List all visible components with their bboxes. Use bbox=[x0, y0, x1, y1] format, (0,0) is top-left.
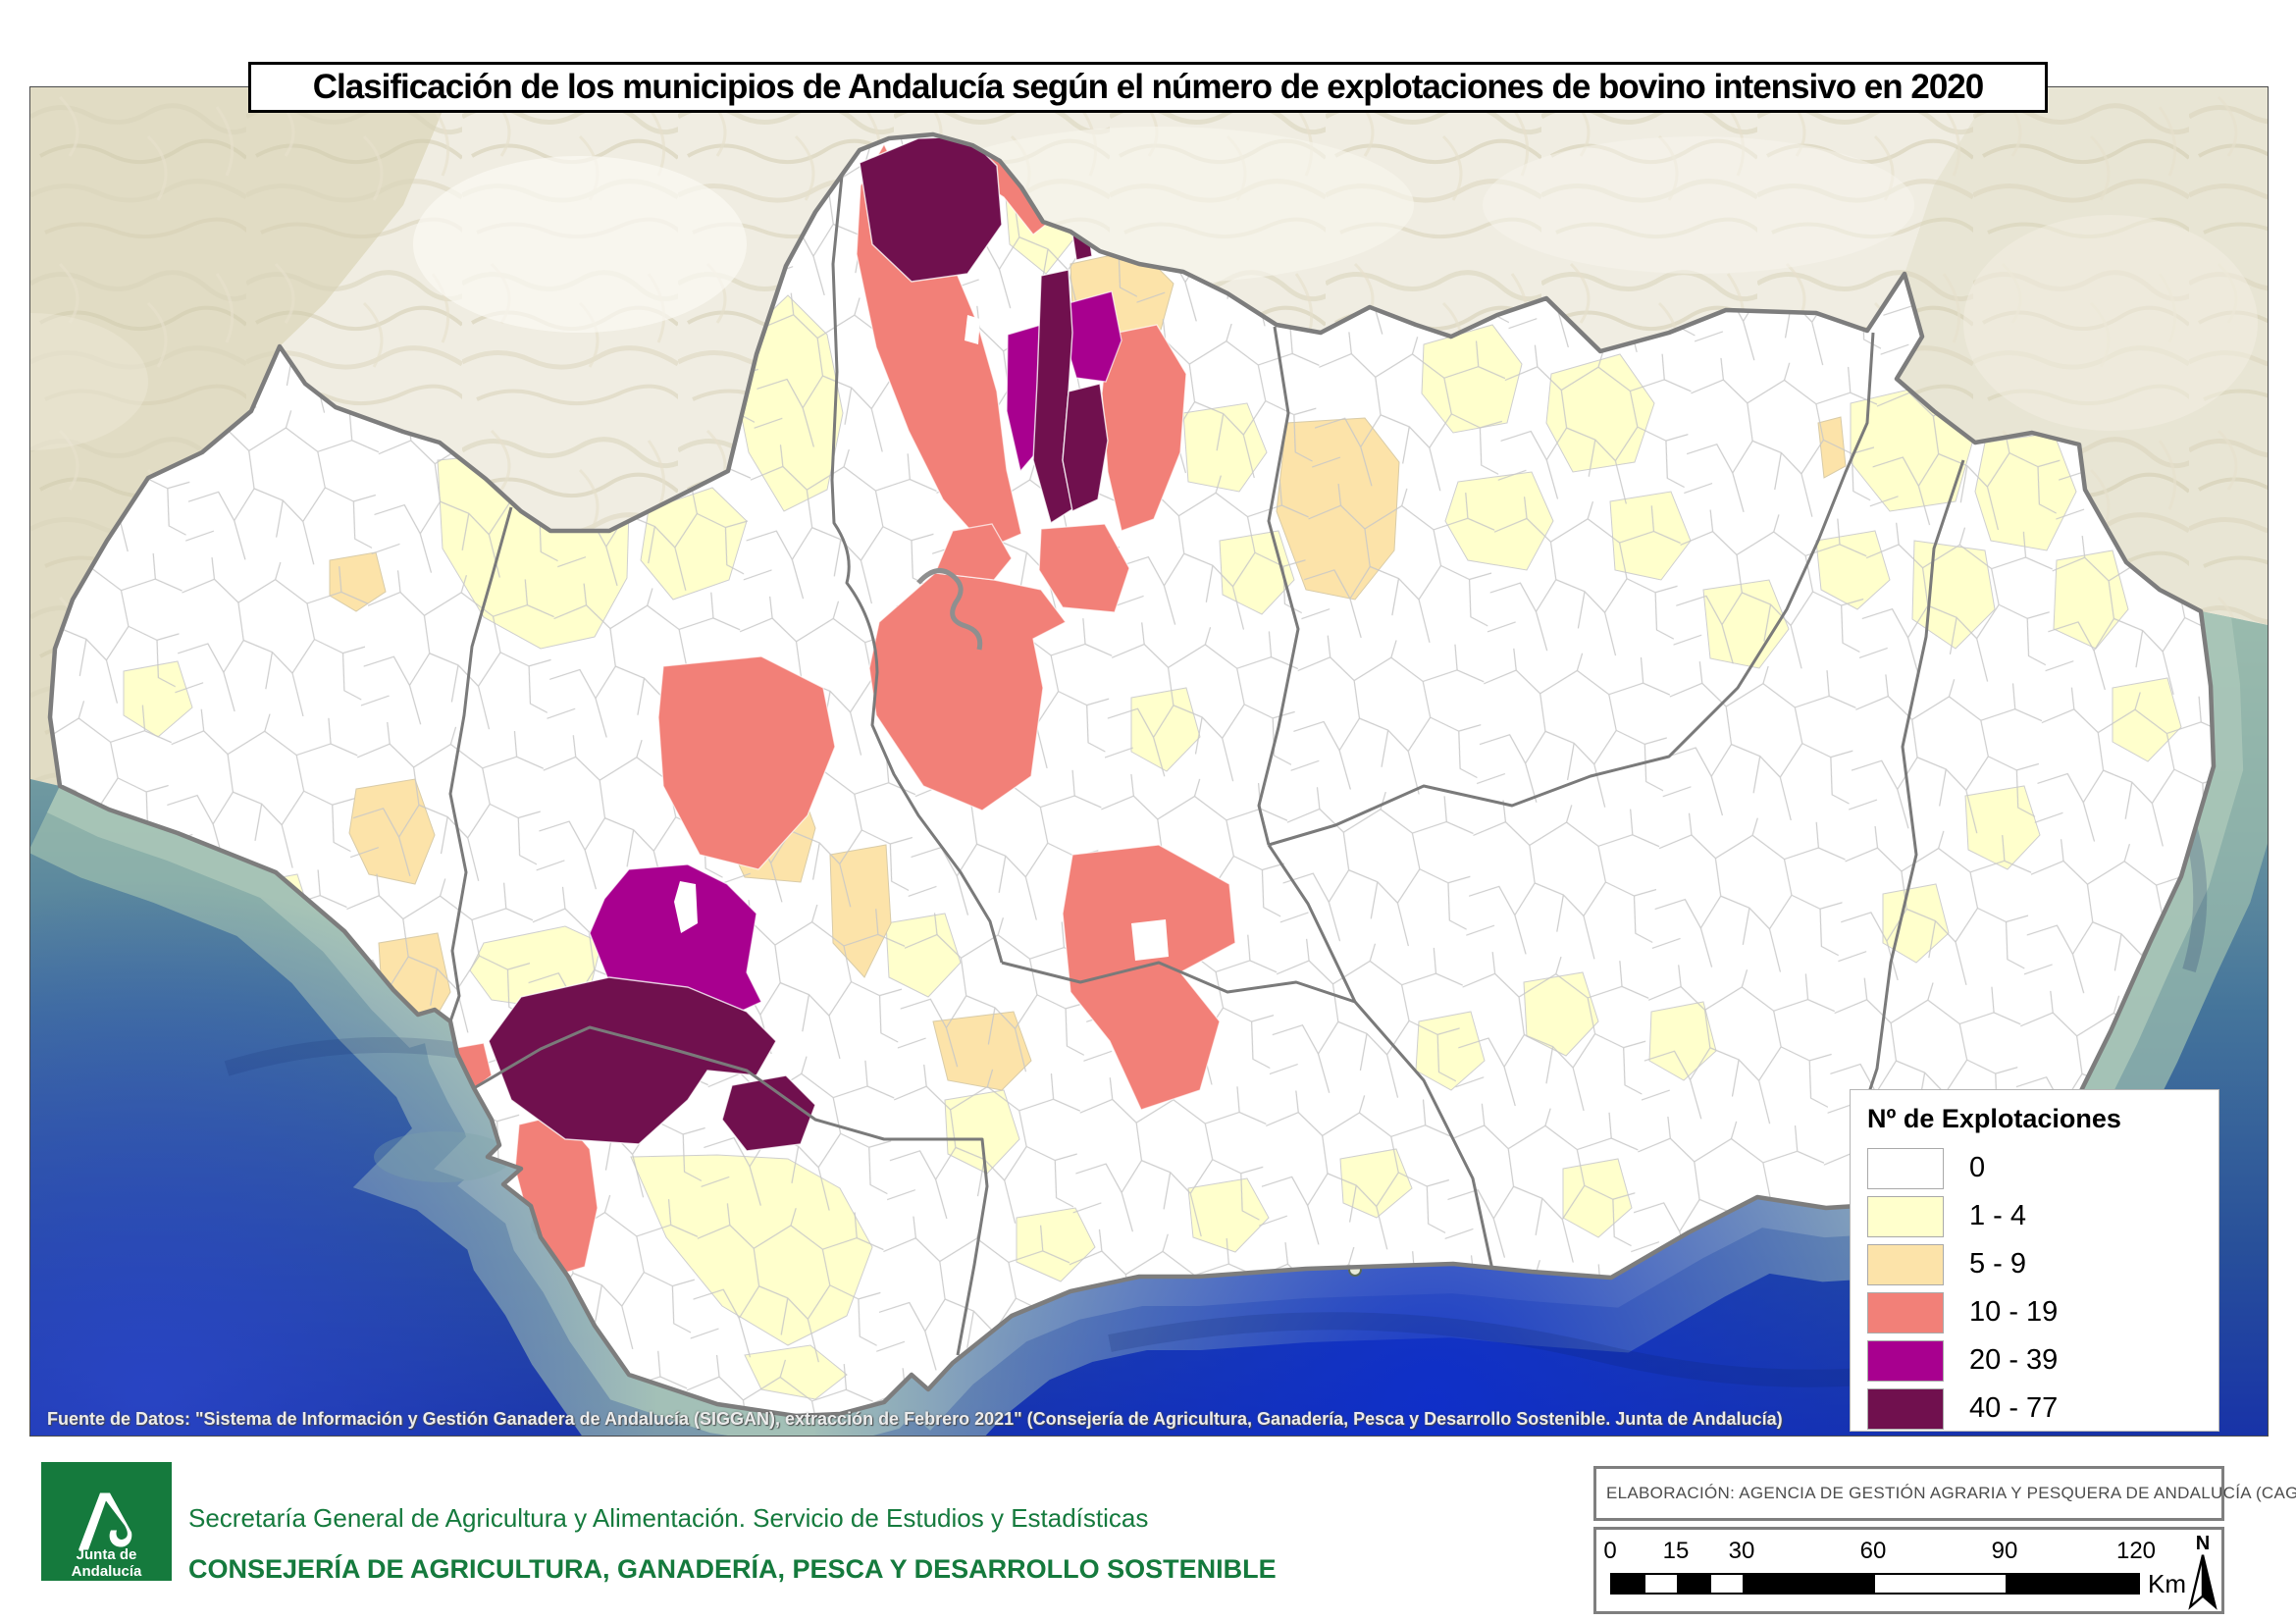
scalebar-box: 0 15 30 60 90 120 Km N bbox=[1593, 1527, 2224, 1614]
legend-swatch-5-9 bbox=[1867, 1243, 1944, 1285]
legend-row: 5 - 9 bbox=[1867, 1240, 2218, 1288]
north-arrow-icon: N bbox=[2188, 1533, 2218, 1610]
legend-label: 40 - 77 bbox=[1969, 1392, 2059, 1424]
map-title: Clasificación de los municipios de Andal… bbox=[312, 68, 1984, 106]
legend-swatch-1-4 bbox=[1867, 1195, 1944, 1237]
scale-tick-label: 60 bbox=[1859, 1538, 1887, 1564]
credits-box: ELABORACIÓN: AGENCIA DE GESTIÓN AGRARIA … bbox=[1593, 1466, 2296, 1521]
legend-row: 40 - 77 bbox=[1867, 1385, 2218, 1433]
legend-label: 5 - 9 bbox=[1969, 1248, 2027, 1280]
scale-tick-label: 120 bbox=[2115, 1538, 2157, 1564]
logo-label: Junta de Andalucía bbox=[71, 1546, 142, 1580]
legend-label: 20 - 39 bbox=[1969, 1344, 2059, 1376]
legend-label: 1 - 4 bbox=[1969, 1200, 2027, 1231]
source-note: Fuente de Datos: "Sistema de Información… bbox=[47, 1409, 1783, 1429]
legend-swatch-40-77 bbox=[1867, 1387, 1944, 1430]
credits-text: ELABORACIÓN: AGENCIA DE GESTIÓN AGRARIA … bbox=[1606, 1484, 2296, 1502]
legend-row: 10 - 19 bbox=[1867, 1288, 2218, 1336]
legend-swatch-0 bbox=[1867, 1147, 1944, 1189]
footer-consejeria: CONSEJERÍA DE AGRICULTURA, GANADERÍA, PE… bbox=[188, 1554, 1277, 1584]
scale-unit: Km bbox=[2148, 1569, 2186, 1598]
legend: Nº de Explotaciones 0 1 - 4 5 - 9 10 - 1… bbox=[1850, 1089, 2219, 1432]
scale-tick-label: 30 bbox=[1728, 1538, 1755, 1564]
legend-row: 20 - 39 bbox=[1867, 1336, 2218, 1385]
province-boundaries bbox=[448, 175, 1965, 1356]
legend-row: 1 - 4 bbox=[1867, 1192, 2218, 1240]
scale-tick-label: 90 bbox=[1991, 1538, 2018, 1564]
map-canvas bbox=[29, 86, 2269, 1437]
municipalities-class-0-enclaves bbox=[674, 315, 1169, 961]
scale-tick-label: 0 bbox=[1603, 1538, 1617, 1564]
legend-title: Nº de Explotaciones bbox=[1867, 1104, 2121, 1133]
north-label: N bbox=[2196, 1533, 2210, 1554]
legend-swatch-20-39 bbox=[1867, 1339, 1944, 1382]
logo-a-icon bbox=[78, 1492, 132, 1550]
legend-row: 0 bbox=[1867, 1144, 2218, 1192]
junta-logo: Junta de Andalucía bbox=[41, 1462, 172, 1581]
legend-label: 0 bbox=[1969, 1152, 1986, 1183]
scale-bar bbox=[1610, 1573, 2140, 1595]
footer-department: Secretaría General de Agricultura y Alim… bbox=[188, 1503, 1149, 1533]
scale-tick-label: 15 bbox=[1662, 1538, 1690, 1564]
map-title-box: Clasificación de los municipios de Andal… bbox=[248, 62, 2048, 113]
legend-swatch-10-19 bbox=[1867, 1291, 1944, 1333]
legend-label: 10 - 19 bbox=[1969, 1296, 2059, 1328]
choropleth-map bbox=[30, 87, 2268, 1436]
